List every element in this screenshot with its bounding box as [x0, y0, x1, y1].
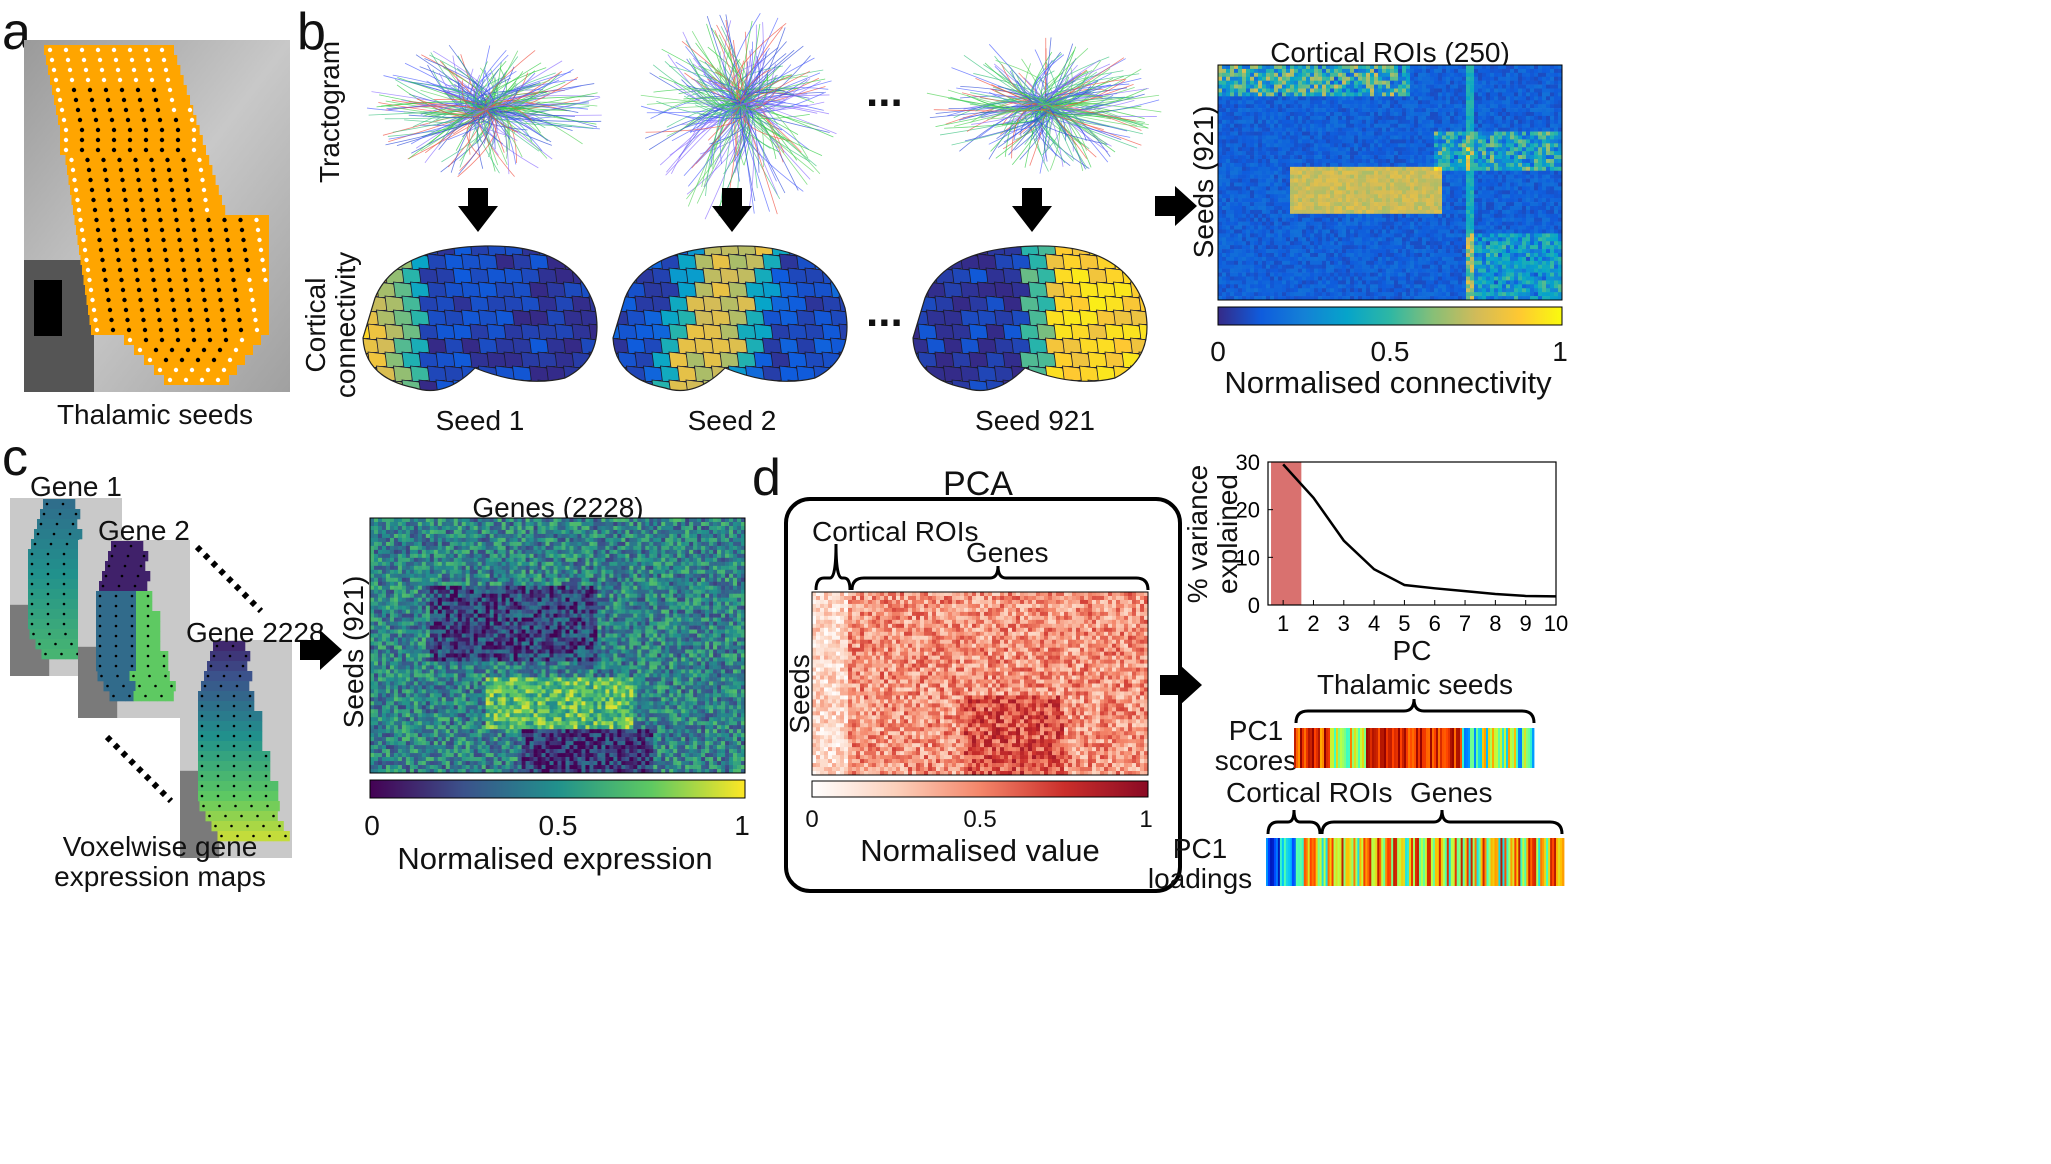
- cortical-ellipsis: ...: [866, 287, 903, 336]
- scree-line: [1282, 463, 1557, 598]
- connectivity-colorbar: [1217, 306, 1563, 326]
- connectivity-matrix-title: Cortical ROIs (250): [1270, 37, 1510, 68]
- connectivity-matrix: [1217, 64, 1563, 301]
- scree-xtick: 5: [1398, 611, 1410, 636]
- tractogram-seed-1: [366, 44, 602, 178]
- gene-matrix-ylabel: Seeds (921): [338, 575, 369, 729]
- connectivity-tick-05: 0.5: [1370, 336, 1410, 367]
- gene-expression-colorbar: [369, 779, 746, 799]
- pca-tick-1: 1: [1139, 806, 1153, 833]
- gene-map-2: [78, 540, 190, 718]
- tractogram-seed-921: [926, 37, 1162, 174]
- arrow-down-icon: [712, 188, 752, 232]
- expression-colorbar-label: Normalised expression: [397, 841, 713, 876]
- scree-xtick: 9: [1520, 611, 1532, 636]
- loadings-brace-label-cortical: Cortical ROIs: [1226, 777, 1393, 808]
- loadings-label-1: PC1: [1172, 833, 1228, 864]
- thalamic-seeds-image: [24, 40, 290, 392]
- scree-xtick: 6: [1429, 611, 1441, 636]
- pc1-loadings-bar: [1266, 838, 1565, 886]
- cortical-map-seed-921: [912, 245, 1148, 392]
- scree-xtick: 3: [1338, 611, 1350, 636]
- scree-plot: 0 10 20 30 1 2 3 4 5 6 7 8 9 10: [1236, 450, 1569, 636]
- pca-input-matrix: [811, 591, 1149, 776]
- arrow-right-icon: [300, 630, 342, 670]
- gene-1-label: Gene 1: [30, 471, 122, 502]
- pc1-scores-bar: [1294, 728, 1535, 768]
- pca-tick-05: 0.5: [963, 806, 997, 833]
- tractogram-seed-2: [640, 13, 837, 220]
- scree-xlabel: PC: [1392, 635, 1432, 666]
- stack-dots-top: [194, 544, 264, 614]
- pca-colorbar: [811, 780, 1149, 798]
- scree-ytick: 20: [1236, 498, 1260, 523]
- arrow-down-icon: [1012, 188, 1052, 232]
- gene-map-2228: [180, 640, 292, 858]
- connectivity-tick-1: 1: [1552, 336, 1568, 367]
- gene-expression-matrix: [369, 517, 746, 774]
- stack-dots-bottom: [104, 734, 174, 804]
- scree-xtick: 2: [1307, 611, 1319, 636]
- gene-2-label: Gene 2: [98, 515, 190, 546]
- gene-maps-caption-2: expression maps: [54, 861, 266, 892]
- connectivity-tick-0: 0: [1210, 336, 1226, 367]
- panel-b-label: b: [297, 3, 326, 61]
- pca-colorbar-label: Normalised value: [860, 833, 1100, 868]
- seed-1-label: Seed 1: [435, 405, 525, 436]
- panel-d-label: d: [752, 449, 781, 507]
- connectivity-colorbar-label: Normalised connectivity: [1224, 365, 1552, 400]
- pca-brace: [814, 543, 1150, 591]
- loadings-label-2: loadings: [1147, 863, 1253, 894]
- gene-maps-caption-1: Voxelwise gene: [62, 831, 258, 862]
- scree-xtick: 7: [1459, 611, 1471, 636]
- scree-xtick: 8: [1489, 611, 1501, 636]
- pca-brace-label-cortical: Cortical ROIs: [812, 516, 979, 547]
- scree-ytick: 30: [1236, 450, 1260, 475]
- scree-ytick: 10: [1236, 545, 1260, 570]
- cortical-row-label-1: Cortical: [300, 277, 331, 373]
- pca-brace-label-genes: Genes: [966, 537, 1049, 568]
- scores-label-1: PC1: [1228, 715, 1284, 746]
- expression-tick-0: 0: [364, 810, 380, 841]
- scree-xtick: 10: [1544, 611, 1568, 636]
- connectivity-matrix-ylabel: Seeds (921): [1188, 105, 1219, 259]
- scores-label-2: scores: [1214, 745, 1298, 776]
- loadings-brace-label-genes: Genes: [1410, 777, 1493, 808]
- scree-xtick: 4: [1368, 611, 1380, 636]
- tractogram-ellipsis: ...: [866, 67, 903, 116]
- scree-ytick: 0: [1248, 593, 1260, 618]
- pca-tick-0: 0: [805, 806, 819, 833]
- pca-seeds-label: Seeds: [784, 654, 815, 734]
- arrow-down-icon: [458, 188, 498, 232]
- panel-c-label: c: [2, 429, 28, 487]
- loadings-brace: [1266, 809, 1564, 835]
- scores-brace-label: Thalamic seeds: [1316, 669, 1514, 700]
- arrow-right-icon: [1160, 665, 1202, 705]
- pca-title: PCA: [943, 465, 1013, 503]
- seed-2-label: Seed 2: [687, 405, 777, 436]
- scores-brace: [1294, 698, 1536, 724]
- thalamic-seeds-caption: Thalamic seeds: [56, 399, 254, 430]
- expression-tick-05: 0.5: [538, 810, 578, 841]
- scree-xtick: 1: [1277, 611, 1289, 636]
- cortical-map-seed-1: [362, 245, 598, 392]
- seed-921-label: Seed 921: [975, 405, 1095, 436]
- arrow-right-icon: [1155, 186, 1197, 226]
- tractogram-row-label: Tractogram: [314, 40, 345, 184]
- expression-tick-1: 1: [734, 810, 750, 841]
- cortical-map-seed-2: [612, 245, 848, 392]
